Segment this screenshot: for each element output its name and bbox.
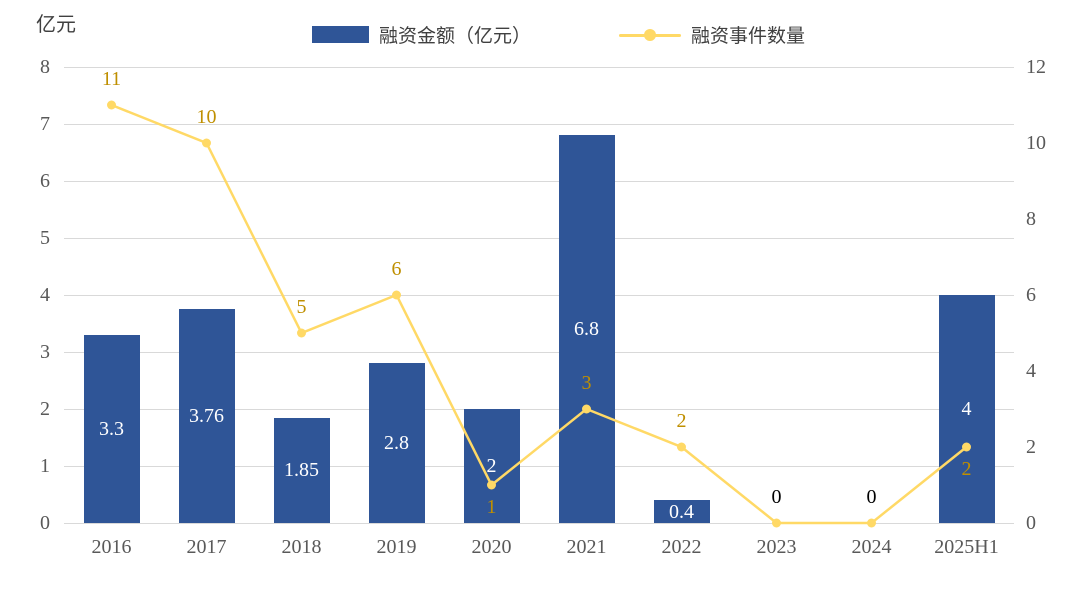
gridline [64,351,1014,353]
x-axis-tick-label: 2019 [376,536,417,558]
legend-label-line-series: 融资事件数量 [691,26,806,47]
bar [83,334,140,523]
line-value-label: 10 [196,106,217,128]
line-point-marker [202,138,211,148]
line-value-label: 3 [581,372,592,394]
bar-value-label: 2.8 [384,432,409,455]
x-axis-tick-label: 2023 [756,536,797,558]
bar [653,500,710,523]
x-axis-tick-label: 2021 [566,536,607,558]
line-point-marker [487,480,496,490]
y2-axis-tick-label: 2 [1026,436,1036,458]
y-axis-tick-label: 7 [40,113,50,135]
y2-axis-tick-label: 0 [1026,512,1036,534]
bar-value-label: 2 [486,455,497,477]
legend: 融资金额（亿元） 融资事件数量 [312,21,805,48]
bar-value-label: 3.3 [99,417,124,440]
line-value-label: 0 [771,486,782,508]
bar [558,135,615,523]
line-point-marker [962,442,971,452]
bar [178,308,235,523]
line-point-marker [867,518,876,528]
y2-axis-tick-label: 8 [1026,208,1036,230]
line-point-marker [392,290,401,300]
line-point-marker [677,442,686,452]
x-axis-tick-label: 2022 [661,536,702,558]
bar [463,409,520,523]
line-value-label: 6 [391,258,402,280]
x-axis-tick-label: 2024 [851,536,892,558]
legend-item-line-series: 融资事件数量 [619,21,805,48]
bar-value-label: 0.4 [669,500,694,523]
line-value-label: 0 [866,486,877,508]
bar-value-label: 1.85 [284,459,319,482]
bar-value-label: 3.76 [189,404,224,427]
gridline [64,522,1014,524]
y2-axis-tick-label: 6 [1026,284,1036,306]
y-axis-tick-label: 0 [40,512,50,534]
line-value-label: 2 [676,410,687,432]
line-value-label: 11 [101,68,122,90]
legend-item-bar-series: 融资金额（亿元） [312,21,531,48]
x-axis-tick-label: 2018 [281,536,322,558]
line-value-label: 5 [296,296,307,318]
y-axis-tick-label: 3 [40,341,50,363]
y2-axis-tick-label: 4 [1026,360,1036,382]
line-value-label: 2 [961,458,972,480]
y2-axis-tick-label: 12 [1026,56,1046,78]
y-axis-tick-label: 4 [40,284,50,306]
bar [368,363,425,523]
gridline [64,180,1014,182]
y2-axis-tick-label: 10 [1026,132,1046,154]
y-axis-tick-label: 2 [40,398,50,420]
line-point-marker [107,100,116,110]
line-point-marker [772,518,781,528]
gridline [64,237,1014,239]
line-point-marker [582,404,591,414]
gridline [64,294,1014,296]
line-point-marker [297,328,306,338]
x-axis-tick-label: 2025H1 [934,536,999,558]
y-axis-tick-label: 5 [40,227,50,249]
line-series-path [111,103,968,525]
gridline [64,66,1014,68]
x-axis-tick-label: 2016 [91,536,132,558]
left-axis-title: 亿元 [36,14,76,36]
y-axis-tick-label: 6 [40,170,50,192]
gridline [64,408,1014,410]
bar [938,295,995,523]
bar-series-swatch-icon [312,26,369,43]
y-axis-tick-label: 8 [40,56,50,78]
x-axis-tick-label: 2017 [186,536,227,558]
bar [273,417,330,523]
line-value-label: 1 [486,496,497,518]
x-axis-tick-label: 2020 [471,536,512,558]
line-sample-dot [644,28,657,41]
line-series-marker-icon [619,28,682,41]
bar-value-label: 4 [961,398,972,420]
legend-label-bar-series: 融资金额（亿元） [379,26,532,47]
gridline [64,123,1014,125]
bar-value-label: 6.8 [574,318,599,341]
gridline [64,465,1014,467]
y-axis-tick-label: 1 [40,455,50,477]
